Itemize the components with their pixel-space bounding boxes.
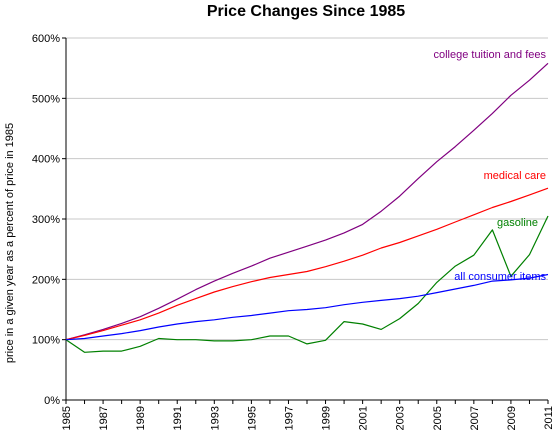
series-line-all-consumer-items <box>65 273 549 341</box>
y-tick-label: 400% <box>32 154 60 166</box>
gridlines <box>66 37 548 341</box>
x-tick-label: 2001 <box>358 406 370 430</box>
series-line-medical-care <box>65 187 549 341</box>
x-tick-label: 1997 <box>283 406 295 430</box>
x-tick-label: 1985 <box>61 406 73 430</box>
y-tick-label: 600% <box>32 33 60 45</box>
y-tick-labels: 0% 100% 200% 300% 400% 500% 600% <box>32 33 60 407</box>
x-tick-label: 2007 <box>469 406 481 430</box>
x-tick-label: 2009 <box>506 406 518 430</box>
x-tick-label: 1995 <box>246 406 258 430</box>
x-tick-label: 1987 <box>98 406 110 430</box>
y-axis-label: price in a given year as a percent of pr… <box>4 123 16 363</box>
series-labels: college tuition and fees medical care gaso… <box>433 49 546 283</box>
series-line-college-tuition-and-fees <box>65 62 549 341</box>
y-tick-label: 300% <box>32 214 60 226</box>
y-tick-label: 200% <box>32 274 60 286</box>
x-tick-label: 2011 <box>543 406 555 430</box>
axes <box>62 37 549 404</box>
x-tick-label: 1989 <box>135 406 147 430</box>
x-tick-label: 2005 <box>432 406 444 430</box>
series-label-gasoline: gasoline <box>497 217 538 229</box>
series-label-college-tuition-and-fees: college tuition and fees <box>433 49 546 61</box>
y-tick-label: 100% <box>32 335 60 347</box>
x-tick-label: 1993 <box>209 406 221 430</box>
y-tick-label: 0% <box>44 395 60 407</box>
series-line-gasoline <box>65 215 549 353</box>
y-tick-label: 500% <box>32 93 60 105</box>
x-tick-label: 2003 <box>395 406 407 430</box>
x-tick-labels: 1985 1987 1989 1991 1993 1995 1997 1999 2001 2003… <box>61 406 555 430</box>
x-tick-label: 1999 <box>321 406 333 430</box>
series-label-medical-care: medical care <box>484 170 546 182</box>
series-label-all-consumer-items: all consumer items <box>454 271 546 283</box>
chart-title: Price Changes Since 1985 <box>207 3 405 20</box>
series-lines <box>65 62 549 353</box>
x-tick-label: 1991 <box>172 406 184 430</box>
